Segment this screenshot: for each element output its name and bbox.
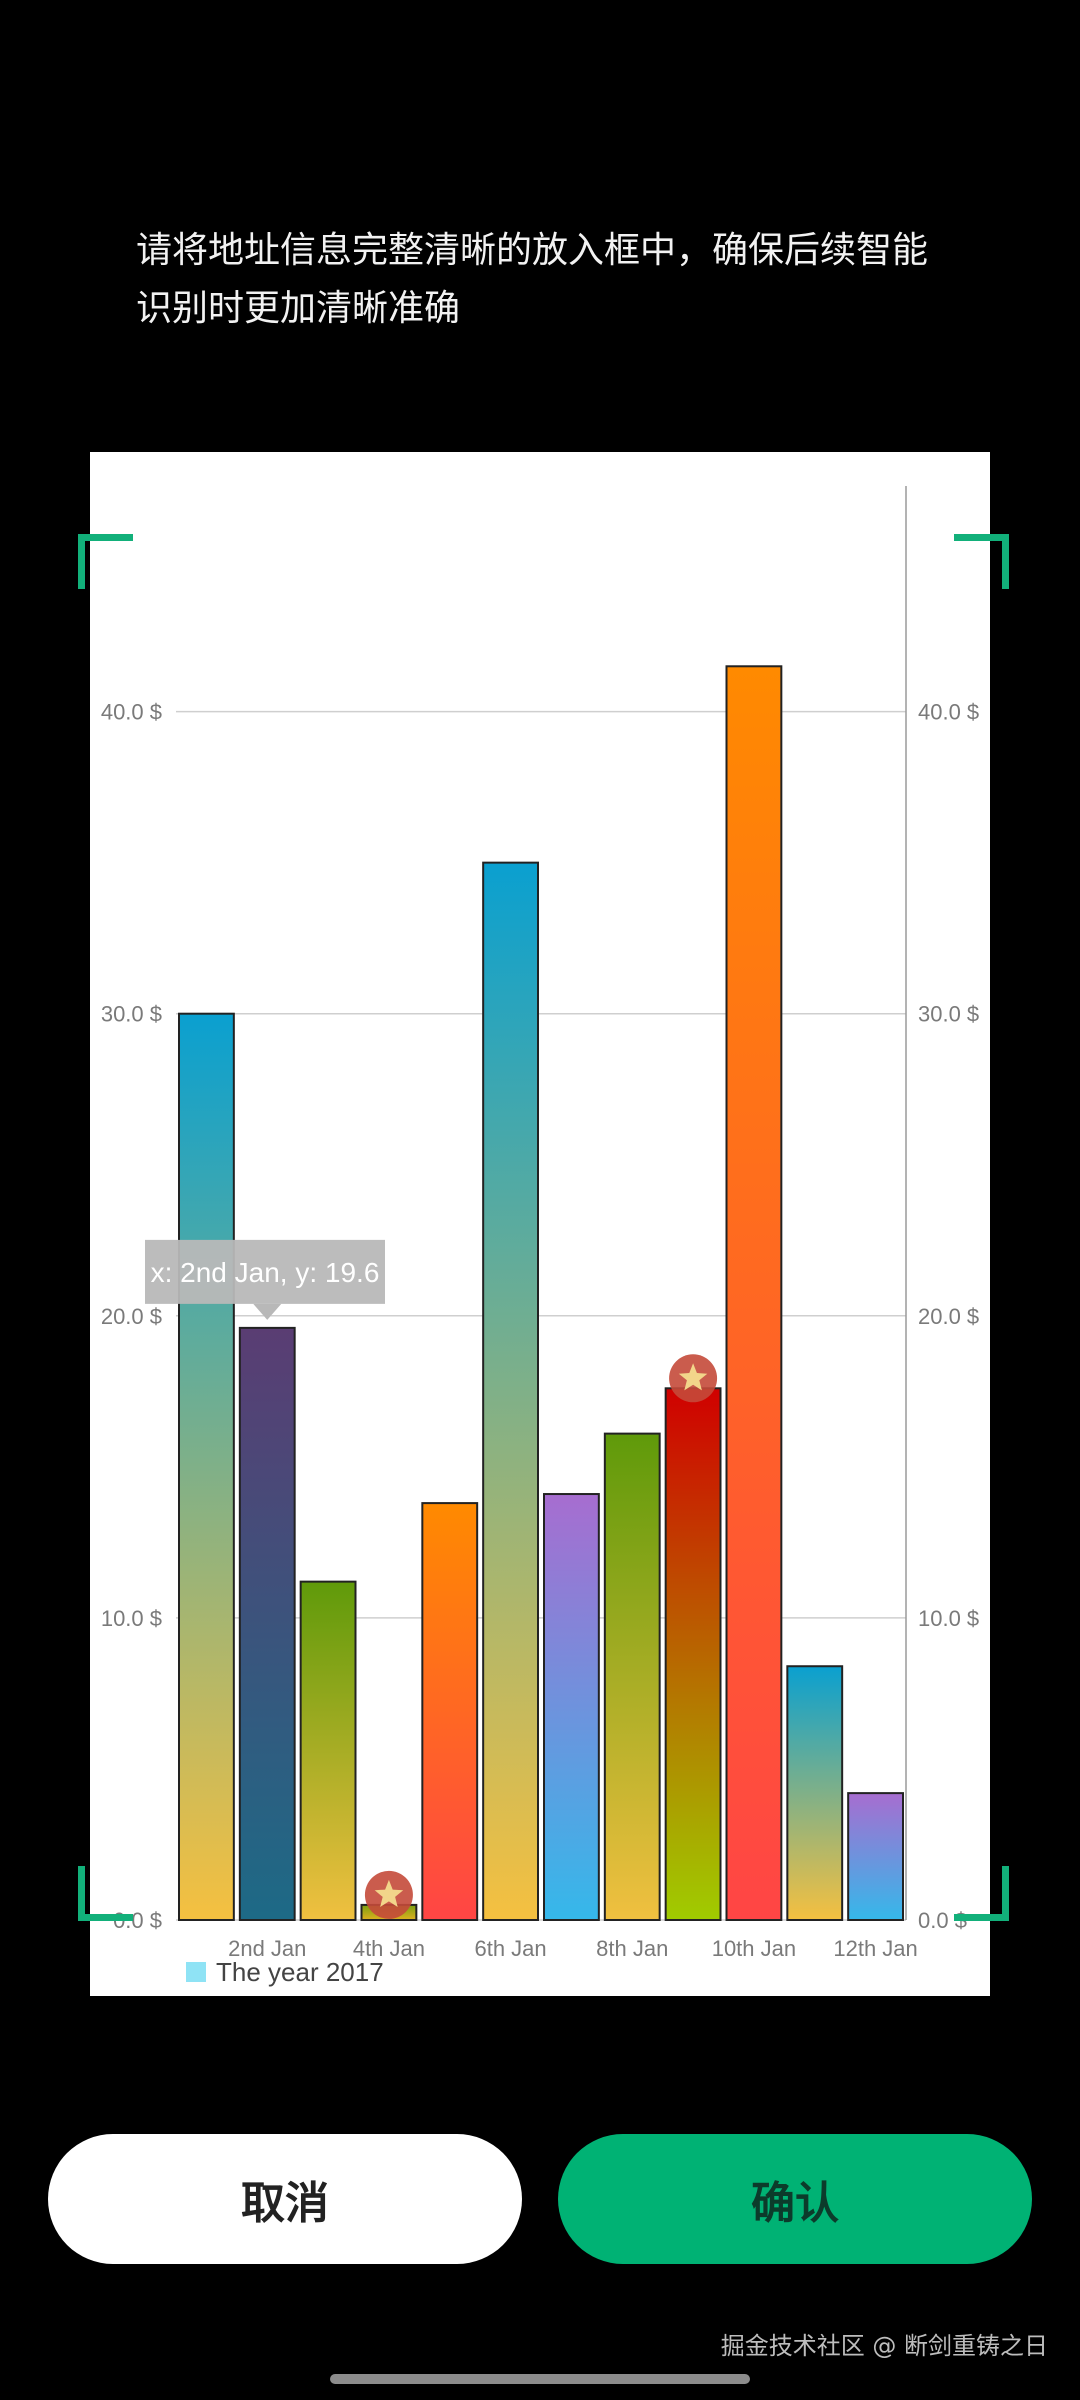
- star-marker-icon: [669, 1354, 718, 1403]
- home-indicator[interactable]: [330, 2374, 750, 2384]
- tooltip-text: x: 2nd Jan, y: 19.6: [151, 1257, 380, 1288]
- scanned-chart-image: 0.0 $0.0 $10.0 $10.0 $20.0 $20.0 $30.0 $…: [90, 452, 990, 1996]
- scan-frame-corner-bottom-right: [954, 1866, 1009, 1921]
- bar-chart: 0.0 $0.0 $10.0 $10.0 $20.0 $20.0 $30.0 $…: [101, 486, 979, 1987]
- y-tick-label-left: 40.0 $: [101, 700, 162, 725]
- watermark-text: 掘金技术社区 @ 断剑重铸之日: [720, 2332, 1048, 2360]
- cancel-button[interactable]: 取消: [48, 2134, 522, 2264]
- y-tick-label-left: 20.0 $: [101, 1304, 162, 1329]
- x-tick-label: 12th Jan: [833, 1936, 917, 1961]
- instruction-line-2: 识别时更加清晰准确: [136, 288, 461, 329]
- scan-frame-corner-top-right: [954, 534, 1009, 589]
- x-tick-label: 4th Jan: [353, 1936, 425, 1961]
- chart-bar: [786, 1665, 844, 1922]
- chart-bar: [847, 1792, 905, 1922]
- x-tick-label: 8th Jan: [596, 1936, 668, 1961]
- instruction-text: 请将地址信息完整清晰的放入框中，确保后续智能 识别时更加清晰准确: [136, 222, 956, 338]
- chart-bar: [725, 665, 783, 1922]
- chart-bar: [664, 1387, 722, 1921]
- chart-bar: [543, 1493, 600, 1922]
- x-tick-label: 6th Jan: [474, 1936, 546, 1961]
- chart-bar: [603, 1432, 661, 1922]
- confirm-button[interactable]: 确认: [558, 2134, 1032, 2264]
- scan-frame-corner-bottom-left: [78, 1866, 133, 1921]
- chart-bar: [421, 1502, 479, 1921]
- y-tick-label-left: 10.0 $: [101, 1606, 162, 1631]
- y-tick-label-right: 20.0 $: [918, 1304, 979, 1329]
- y-tick-label-right: 30.0 $: [918, 1002, 979, 1027]
- y-tick-label-right: 40.0 $: [918, 700, 979, 725]
- scan-frame-corner-top-left: [78, 534, 133, 589]
- y-tick-label-right: 10.0 $: [918, 1606, 979, 1631]
- chart-bar: [482, 861, 539, 1921]
- chart-bar: [178, 1012, 235, 1921]
- x-tick-label: 2nd Jan: [228, 1936, 306, 1961]
- chart-bar: [299, 1580, 357, 1922]
- chart-bar: [238, 1326, 296, 1921]
- legend-label: The year 2017: [216, 1957, 384, 1987]
- legend-swatch: [186, 1962, 206, 1982]
- y-tick-label-left: 30.0 $: [101, 1002, 162, 1027]
- star-marker-icon: [364, 1870, 413, 1919]
- chart-tooltip: x: 2nd Jan, y: 19.6: [145, 1239, 385, 1320]
- instruction-line-1: 请将地址信息完整清晰的放入框中，确保后续智能: [136, 230, 929, 271]
- x-tick-label: 10th Jan: [712, 1936, 796, 1961]
